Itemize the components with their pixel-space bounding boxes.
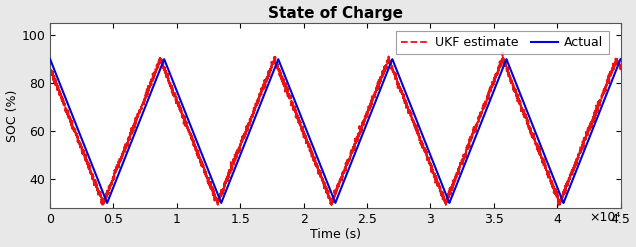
Actual [617, 58, 625, 61]
Actual [560, 202, 567, 205]
Actual [515, 89, 523, 92]
Text: ×10⁴: ×10⁴ [589, 211, 621, 225]
UKF estimate [617, 69, 625, 72]
Actual [417, 130, 425, 133]
Title: State of Charge: State of Charge [268, 5, 403, 21]
UKF estimate [499, 51, 506, 54]
Actual [150, 84, 158, 87]
Actual [389, 58, 396, 61]
Line: Actual: Actual [50, 59, 621, 203]
Line: UKF estimate: UKF estimate [50, 53, 621, 206]
Actual [472, 135, 480, 138]
UKF estimate [472, 126, 480, 129]
UKF estimate [515, 101, 523, 104]
UKF estimate [417, 140, 425, 143]
UKF estimate [46, 64, 54, 67]
UKF estimate [265, 73, 272, 76]
Actual [46, 58, 54, 61]
X-axis label: Time (s): Time (s) [310, 228, 361, 242]
Actual [264, 83, 272, 86]
Y-axis label: SOC (%): SOC (%) [6, 89, 18, 142]
Legend: UKF estimate, Actual: UKF estimate, Actual [396, 31, 609, 54]
UKF estimate [150, 74, 158, 77]
UKF estimate [389, 67, 396, 70]
UKF estimate [99, 204, 106, 207]
